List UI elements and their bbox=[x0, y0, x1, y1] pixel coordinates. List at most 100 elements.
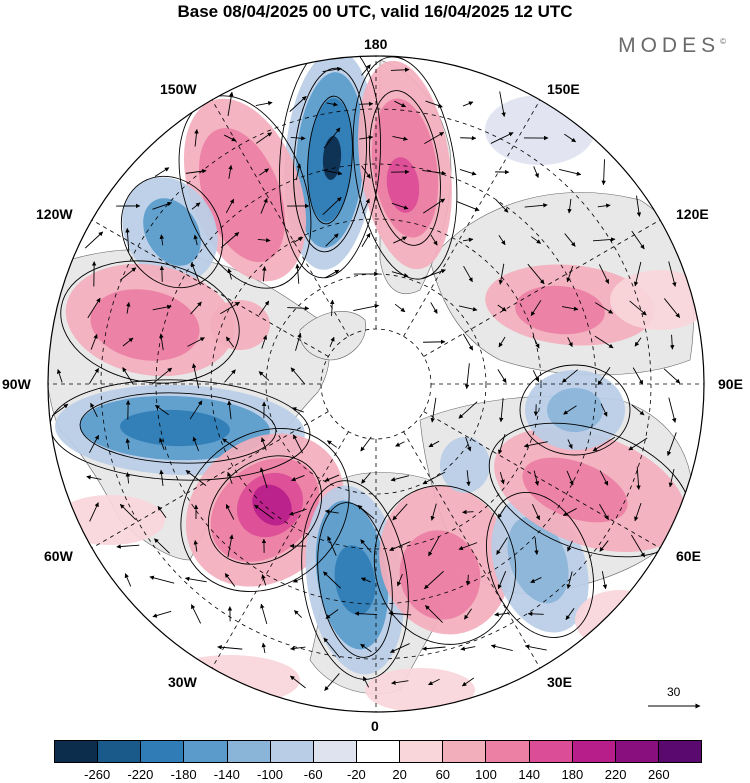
wind-vector bbox=[223, 134, 237, 142]
wind-vector bbox=[422, 471, 446, 485]
latitude-circle bbox=[155, 163, 597, 605]
colorbar-tick-label: -220 bbox=[127, 767, 154, 782]
anomaly-region bbox=[55, 495, 165, 545]
wind-vector bbox=[255, 101, 273, 106]
contour-line bbox=[317, 502, 393, 658]
wind-vector bbox=[259, 168, 270, 176]
wind-vector bbox=[362, 198, 370, 214]
colorbar-swatch bbox=[529, 741, 573, 762]
wind-vector bbox=[458, 305, 478, 312]
meridian-line bbox=[210, 98, 349, 337]
anomaly-region bbox=[610, 270, 704, 330]
wind-vector bbox=[631, 230, 645, 250]
contour-line bbox=[120, 175, 224, 289]
wind-vector bbox=[532, 335, 540, 349]
wind-vector bbox=[292, 577, 303, 583]
contour-line bbox=[486, 492, 594, 638]
wind-vector bbox=[84, 231, 104, 249]
wind-vector bbox=[561, 369, 578, 383]
colorbar-swatch bbox=[356, 741, 401, 762]
anomaly-region bbox=[575, 590, 665, 650]
wind-vector bbox=[190, 262, 201, 286]
wind-vector bbox=[391, 680, 409, 685]
wind-vector bbox=[422, 170, 447, 176]
wind-vector bbox=[592, 436, 616, 452]
wind-vector bbox=[530, 577, 542, 583]
colorbar-swatch bbox=[486, 741, 530, 762]
wind-vector bbox=[124, 573, 132, 587]
wind-vector bbox=[527, 263, 545, 285]
colorbar-swatch bbox=[572, 741, 616, 762]
wind-vector bbox=[391, 202, 409, 210]
wind-vector bbox=[534, 537, 539, 555]
wind-vector bbox=[393, 236, 408, 244]
wind-vector bbox=[499, 471, 505, 485]
colorbar bbox=[54, 740, 702, 763]
wind-vector bbox=[323, 127, 341, 149]
anomaly-region bbox=[252, 484, 292, 526]
lon-label-120w: 120W bbox=[36, 206, 73, 222]
wind-vector bbox=[631, 404, 645, 416]
wind-vector bbox=[668, 468, 675, 488]
wind-vector bbox=[256, 132, 273, 144]
wind-vector bbox=[289, 96, 307, 112]
wind-vector bbox=[458, 542, 478, 551]
wind-vector bbox=[290, 135, 306, 141]
wind-vector bbox=[567, 337, 573, 348]
anomaly-region bbox=[322, 136, 342, 180]
wind-vector bbox=[324, 269, 340, 279]
wind-vector bbox=[360, 643, 372, 653]
wind-vector bbox=[389, 541, 411, 551]
wind-vector bbox=[324, 509, 339, 514]
wind-vector bbox=[464, 363, 470, 390]
wind-vectors bbox=[51, 64, 681, 691]
anomaly-region bbox=[485, 95, 595, 165]
wind-vector bbox=[490, 132, 514, 144]
meridian-line bbox=[90, 411, 329, 550]
wind-vector bbox=[289, 675, 306, 689]
wind-vector bbox=[424, 570, 444, 590]
colorbar-swatch bbox=[98, 741, 142, 762]
wind-vector bbox=[669, 334, 675, 350]
wind-vector bbox=[89, 434, 99, 453]
wind-vector bbox=[217, 645, 243, 650]
map-border bbox=[47, 55, 705, 713]
wind-vector bbox=[461, 677, 475, 687]
wind-vector bbox=[323, 637, 341, 659]
wind-vector bbox=[459, 169, 477, 176]
wind-vector bbox=[86, 475, 102, 480]
wind-vector bbox=[392, 136, 408, 141]
anomaly-region bbox=[440, 437, 490, 493]
colorbar-tick-label: -260 bbox=[84, 767, 111, 782]
wind-vector bbox=[260, 198, 268, 214]
wind-vector bbox=[636, 466, 641, 490]
wind-vector bbox=[456, 201, 480, 212]
wind-vector bbox=[632, 367, 644, 385]
wind-vector bbox=[466, 470, 471, 487]
wind-vector bbox=[261, 642, 267, 654]
anomaly-region bbox=[199, 127, 285, 263]
wind-vector bbox=[597, 203, 611, 208]
wind-vector bbox=[329, 299, 335, 316]
wind-vector bbox=[257, 237, 271, 243]
wind-vector bbox=[533, 470, 540, 486]
wind-vector bbox=[462, 509, 474, 515]
colorbar-tick-label: 60 bbox=[435, 767, 451, 782]
wind-vector bbox=[598, 264, 610, 284]
wind-vector bbox=[157, 505, 167, 518]
wind-vector bbox=[287, 306, 310, 311]
wind-vector bbox=[425, 100, 443, 108]
wind-vector bbox=[601, 159, 606, 186]
wind-vector bbox=[597, 366, 611, 386]
wind-vector bbox=[190, 604, 202, 624]
wind-vector bbox=[89, 367, 99, 384]
wind-vector bbox=[629, 300, 647, 316]
contour-line bbox=[301, 480, 409, 680]
wind-vector bbox=[523, 441, 548, 448]
wind-vector bbox=[291, 475, 305, 482]
wind-vector bbox=[422, 198, 446, 214]
anomaly-region bbox=[515, 285, 605, 335]
wind-vector bbox=[227, 268, 232, 280]
colorbar-swatch bbox=[184, 741, 228, 762]
colorbar-swatch bbox=[227, 741, 271, 762]
